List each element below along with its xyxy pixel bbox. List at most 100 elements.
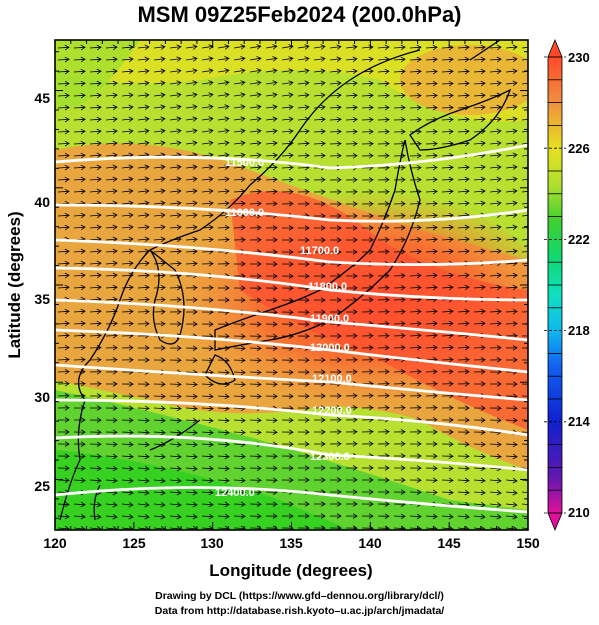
wind-arrow bbox=[121, 80, 134, 87]
wind-arrow bbox=[329, 177, 342, 183]
wind-arrow bbox=[105, 80, 118, 87]
wind-arrow bbox=[121, 381, 134, 387]
wind-arrow bbox=[169, 297, 182, 303]
wind-arrow bbox=[153, 489, 166, 496]
wind-arrow bbox=[505, 284, 518, 291]
wind-arrow bbox=[425, 344, 438, 351]
wind-arrow bbox=[281, 321, 294, 327]
wind-arrow bbox=[201, 200, 214, 207]
wind-arrow bbox=[425, 128, 438, 135]
wind-arrow bbox=[105, 164, 118, 171]
wind-arrow bbox=[361, 225, 374, 231]
wind-arrow bbox=[457, 188, 470, 195]
wind-arrow bbox=[265, 92, 278, 98]
wind-arrow bbox=[185, 248, 198, 255]
wind-arrow bbox=[329, 201, 342, 207]
wind-arrow bbox=[138, 357, 150, 363]
wind-arrow bbox=[137, 441, 150, 448]
wind-arrow bbox=[265, 357, 278, 364]
wind-arrow bbox=[105, 405, 118, 411]
wind-arrow bbox=[57, 501, 70, 508]
wind-arrow bbox=[73, 80, 86, 87]
wind-arrow bbox=[393, 44, 406, 51]
wind-arrow bbox=[169, 104, 182, 110]
wind-arrow bbox=[361, 237, 374, 243]
wind-arrow bbox=[233, 224, 246, 231]
wind-arrow bbox=[313, 249, 326, 255]
wind-arrow bbox=[89, 417, 102, 423]
wind-arrow bbox=[57, 417, 70, 423]
wind-arrow bbox=[57, 44, 70, 51]
wind-arrow bbox=[457, 68, 470, 75]
wind-arrow bbox=[57, 465, 70, 471]
wind-arrow bbox=[73, 344, 86, 351]
wind-arrow bbox=[441, 200, 454, 207]
wind-arrow bbox=[201, 417, 214, 424]
wind-arrow bbox=[393, 332, 406, 339]
wind-arrow bbox=[361, 128, 374, 135]
wind-arrow bbox=[489, 56, 502, 63]
wind-arrow bbox=[297, 297, 310, 303]
wind-arrow bbox=[89, 188, 102, 195]
wind-arrow bbox=[346, 501, 358, 507]
wind-arrow bbox=[409, 513, 422, 520]
wind-arrow bbox=[409, 344, 422, 351]
wind-arrow bbox=[313, 321, 326, 327]
wind-arrow bbox=[249, 297, 262, 303]
wind-arrow bbox=[201, 429, 214, 436]
wind-arrow bbox=[217, 369, 230, 376]
wind-arrow bbox=[73, 441, 86, 447]
wind-arrow bbox=[489, 320, 502, 327]
wind-arrow bbox=[361, 92, 374, 99]
wind-arrow bbox=[89, 140, 102, 147]
wind-arrow bbox=[298, 465, 310, 471]
wind-arrow bbox=[457, 308, 470, 315]
wind-arrow bbox=[105, 465, 118, 472]
wind-arrow bbox=[377, 344, 390, 351]
wind-arrow bbox=[169, 68, 182, 74]
wind-arrow bbox=[153, 381, 166, 387]
wind-arrow bbox=[329, 80, 342, 87]
wind-arrow bbox=[57, 308, 70, 315]
wind-arrow bbox=[409, 44, 422, 51]
wind-arrow bbox=[185, 453, 198, 460]
wind-arrow bbox=[201, 285, 214, 291]
wind-arrow bbox=[361, 441, 374, 447]
wind-arrow bbox=[265, 333, 278, 340]
wind-arrow bbox=[489, 128, 502, 135]
wind-arrow bbox=[153, 453, 166, 460]
wind-arrow bbox=[233, 116, 246, 122]
wind-arrow bbox=[137, 381, 150, 387]
wind-arrow bbox=[473, 453, 486, 460]
wind-arrow bbox=[265, 56, 278, 62]
wind-arrow bbox=[137, 429, 150, 436]
wind-arrow bbox=[425, 200, 438, 207]
wind-arrow bbox=[185, 212, 198, 219]
wind-arrow bbox=[137, 260, 150, 267]
wind-arrow bbox=[201, 92, 214, 98]
wind-arrow bbox=[137, 188, 150, 194]
wind-arrow bbox=[281, 513, 294, 519]
wind-arrow bbox=[489, 272, 502, 279]
wind-arrow bbox=[169, 417, 182, 424]
wind-arrow bbox=[441, 477, 454, 484]
wind-arrow bbox=[249, 345, 262, 352]
wind-arrow bbox=[249, 152, 262, 159]
wind-arrow bbox=[409, 188, 422, 195]
wind-arrow bbox=[73, 104, 86, 111]
wind-arrow bbox=[313, 80, 326, 86]
wind-arrow bbox=[473, 116, 486, 123]
wind-arrow bbox=[377, 249, 390, 255]
wind-arrow bbox=[169, 176, 182, 182]
wind-arrow bbox=[281, 92, 294, 98]
wind-arrow bbox=[153, 200, 166, 206]
wind-arrow bbox=[281, 80, 294, 86]
wind-arrow bbox=[201, 80, 214, 86]
wind-arrow bbox=[57, 140, 70, 147]
wind-arrow bbox=[201, 393, 214, 400]
wind-arrow bbox=[74, 417, 86, 423]
wind-arrow bbox=[217, 92, 230, 98]
wind-arrow bbox=[265, 225, 278, 231]
wind-arrow bbox=[57, 356, 70, 363]
wind-arrow bbox=[73, 429, 86, 435]
